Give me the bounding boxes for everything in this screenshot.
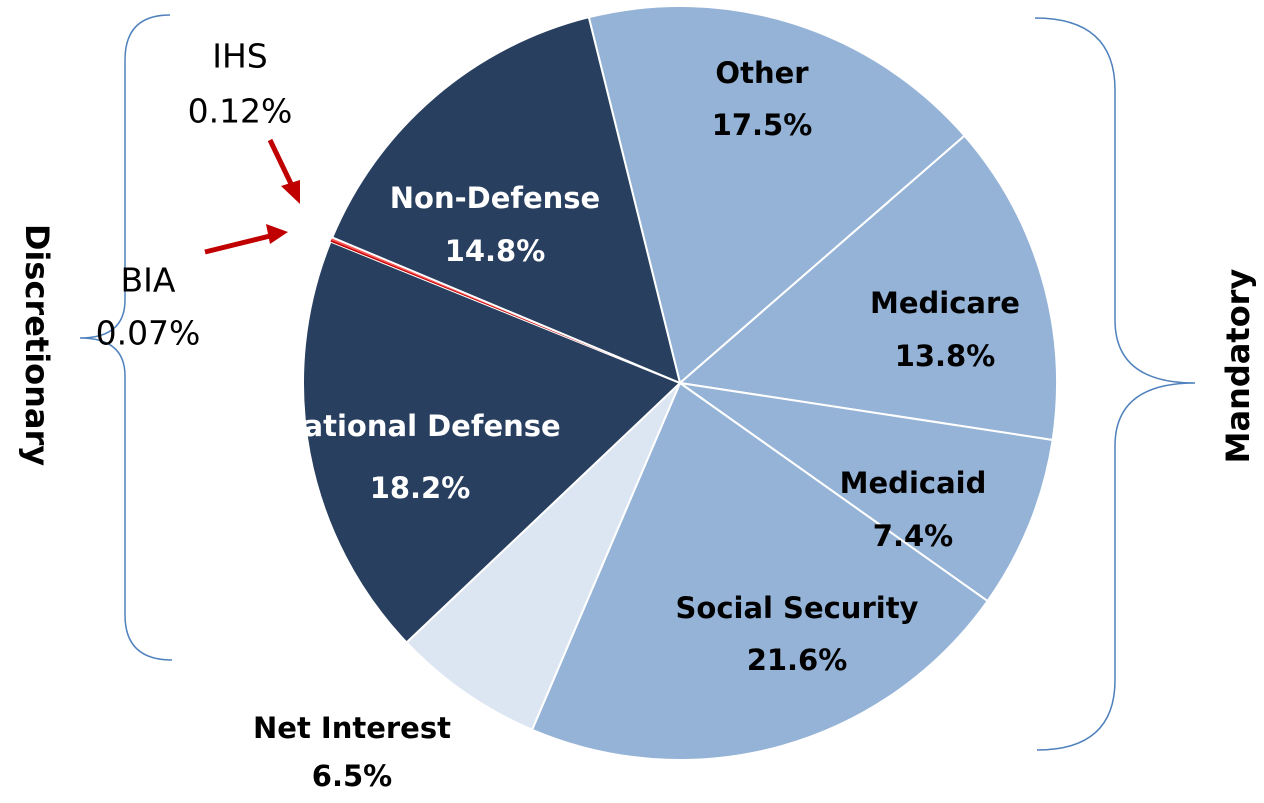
value-label: 0.12% bbox=[188, 92, 293, 131]
slice-label: Social Security bbox=[676, 591, 919, 625]
slice-label: Medicare bbox=[870, 286, 1020, 320]
annotation: Mandatory bbox=[1219, 269, 1257, 464]
arrow-bia bbox=[204, 233, 271, 255]
slice bbox=[677, 134, 1058, 442]
value-label: 13.8% bbox=[895, 339, 996, 373]
slice-label: National Defense bbox=[279, 409, 560, 443]
annotation: Discretionary bbox=[18, 224, 56, 466]
value-label: 7.4% bbox=[873, 519, 953, 553]
value-label: 6.5% bbox=[312, 759, 392, 793]
value-label: 14.8% bbox=[445, 234, 546, 268]
slice-label: BIA bbox=[121, 261, 176, 300]
slice bbox=[330, 15, 682, 385]
arrowhead-bia bbox=[266, 224, 288, 244]
arrow-ihs bbox=[267, 138, 296, 190]
brace-left bbox=[79, 14, 173, 661]
labels: Other 17.5% Medicare 13.8% Medicaid 7.4% Socia… bbox=[96, 37, 1020, 794]
slice bbox=[587, 5, 966, 385]
arrows bbox=[204, 138, 300, 255]
value-label: 0.07% bbox=[96, 314, 201, 353]
slice-label: Non-Defense bbox=[390, 181, 600, 215]
slice-label: Other bbox=[715, 56, 809, 90]
slice bbox=[302, 240, 682, 644]
value-label: 17.5% bbox=[712, 108, 813, 142]
slice bbox=[530, 381, 989, 761]
slice bbox=[679, 382, 1054, 603]
slice bbox=[405, 382, 681, 732]
arrowhead-ihs bbox=[281, 180, 300, 204]
slice-label: Net Interest bbox=[253, 711, 451, 745]
pie bbox=[302, 5, 1058, 761]
slice-label: Medicaid bbox=[840, 466, 987, 500]
value-label: 21.6% bbox=[747, 643, 848, 677]
slice-label: IHS bbox=[212, 37, 268, 76]
brace-right bbox=[1034, 17, 1196, 751]
value-label: 18.2% bbox=[370, 471, 471, 505]
